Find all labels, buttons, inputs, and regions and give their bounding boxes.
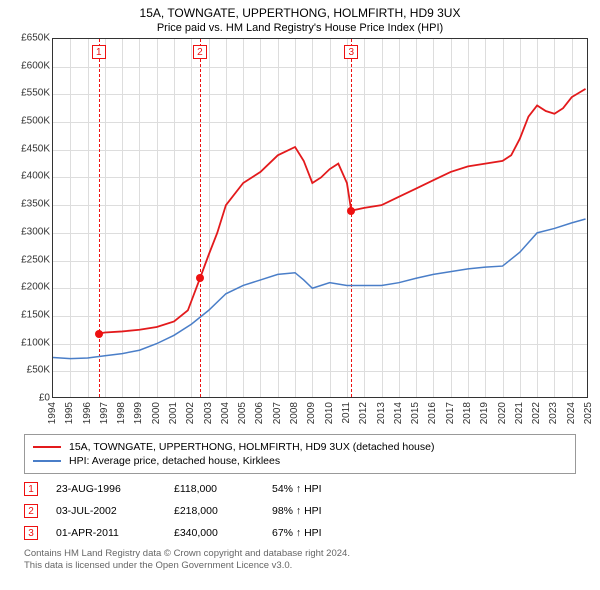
sale-number-badge: 2	[24, 504, 38, 518]
sale-pct-vs-hpi: 54% ↑ HPI	[272, 483, 372, 495]
series-property	[99, 89, 586, 334]
x-axis-label: 2017	[445, 402, 456, 424]
sale-price: £340,000	[174, 527, 254, 539]
y-axis-label: £200K	[2, 282, 50, 293]
sale-row: 2 03-JUL-2002 £218,000 98% ↑ HPI	[24, 500, 576, 522]
sale-price: £218,000	[174, 505, 254, 517]
x-axis-label: 1994	[47, 402, 58, 424]
y-axis-label: £650K	[2, 33, 50, 44]
sale-pct-vs-hpi: 98% ↑ HPI	[272, 505, 372, 517]
sale-number-badge: 1	[24, 482, 38, 496]
y-axis-label: £50K	[2, 365, 50, 376]
y-axis-label: £500K	[2, 116, 50, 127]
x-axis-label: 2025	[583, 402, 594, 424]
x-axis-label: 2002	[185, 402, 196, 424]
x-axis-label: 2004	[220, 402, 231, 424]
x-axis-label: 2005	[237, 402, 248, 424]
y-axis-label: £550K	[2, 88, 50, 99]
y-axis-label: £150K	[2, 309, 50, 320]
x-axis-label: 2011	[341, 402, 352, 424]
sale-date: 23-AUG-1996	[56, 483, 156, 495]
legend-label: HPI: Average price, detached house, Kirk…	[69, 455, 280, 467]
x-axis-label: 2016	[427, 402, 438, 424]
x-axis-label: 1996	[82, 402, 93, 424]
y-axis-label: £450K	[2, 143, 50, 154]
x-axis-label: 2009	[306, 402, 317, 424]
sale-price: £118,000	[174, 483, 254, 495]
x-axis-label: 2019	[479, 402, 490, 424]
plot-area: 123	[52, 38, 588, 398]
y-axis-label: £350K	[2, 199, 50, 210]
x-axis-label: 2006	[254, 402, 265, 424]
x-axis-label: 2024	[566, 402, 577, 424]
attribution-line: This data is licensed under the Open Gov…	[24, 560, 576, 572]
legend: 15A, TOWNGATE, UPPERTHONG, HOLMFIRTH, HD…	[24, 434, 576, 474]
series-hpi	[53, 219, 586, 359]
x-axis-label: 2000	[151, 402, 162, 424]
y-axis-label: £400K	[2, 171, 50, 182]
x-axis-label: 2015	[410, 402, 421, 424]
x-axis-label: 1995	[64, 402, 75, 424]
attribution: Contains HM Land Registry data © Crown c…	[24, 548, 576, 573]
x-axis-label: 2022	[531, 402, 542, 424]
sale-date: 03-JUL-2002	[56, 505, 156, 517]
sale-pct-vs-hpi: 67% ↑ HPI	[272, 527, 372, 539]
line-chart-svg	[53, 39, 589, 399]
x-axis-label: 2014	[393, 402, 404, 424]
x-axis-label: 2003	[203, 402, 214, 424]
legend-row: HPI: Average price, detached house, Kirk…	[33, 454, 567, 468]
x-axis-label: 2021	[514, 402, 525, 424]
x-axis-label: 2013	[376, 402, 387, 424]
x-axis-label: 2018	[462, 402, 473, 424]
x-axis-label: 2008	[289, 402, 300, 424]
x-axis-label: 2007	[272, 402, 283, 424]
sale-date: 01-APR-2011	[56, 527, 156, 539]
sale-number-badge: 3	[24, 526, 38, 540]
x-axis-label: 2020	[497, 402, 508, 424]
legend-swatch	[33, 460, 61, 462]
legend-row: 15A, TOWNGATE, UPPERTHONG, HOLMFIRTH, HD…	[33, 440, 567, 454]
sale-dot	[347, 207, 355, 215]
x-axis-label: 2001	[168, 402, 179, 424]
sale-dot	[196, 274, 204, 282]
y-axis-label: £0	[2, 393, 50, 404]
legend-swatch	[33, 446, 61, 448]
x-axis-label: 2012	[358, 402, 369, 424]
x-axis-label: 2023	[548, 402, 559, 424]
y-axis-label: £250K	[2, 254, 50, 265]
chart-subtitle: Price paid vs. HM Land Registry's House …	[0, 20, 600, 38]
sale-row: 1 23-AUG-1996 £118,000 54% ↑ HPI	[24, 478, 576, 500]
x-axis-label: 1999	[133, 402, 144, 424]
x-axis-label: 1997	[99, 402, 110, 424]
attribution-line: Contains HM Land Registry data © Crown c…	[24, 548, 576, 560]
sale-dot	[95, 330, 103, 338]
y-axis-label: £100K	[2, 337, 50, 348]
x-axis-label: 2010	[324, 402, 335, 424]
y-axis-label: £300K	[2, 226, 50, 237]
y-axis-label: £600K	[2, 60, 50, 71]
legend-label: 15A, TOWNGATE, UPPERTHONG, HOLMFIRTH, HD…	[69, 441, 434, 453]
chart-title: 15A, TOWNGATE, UPPERTHONG, HOLMFIRTH, HD…	[0, 0, 600, 20]
sales-table: 1 23-AUG-1996 £118,000 54% ↑ HPI 2 03-JUL-200…	[24, 478, 576, 544]
chart-area: 123 £0£50K£100K£150K£200K£250K£300K£350K…	[52, 38, 590, 428]
sale-row: 3 01-APR-2011 £340,000 67% ↑ HPI	[24, 522, 576, 544]
x-axis-label: 1998	[116, 402, 127, 424]
